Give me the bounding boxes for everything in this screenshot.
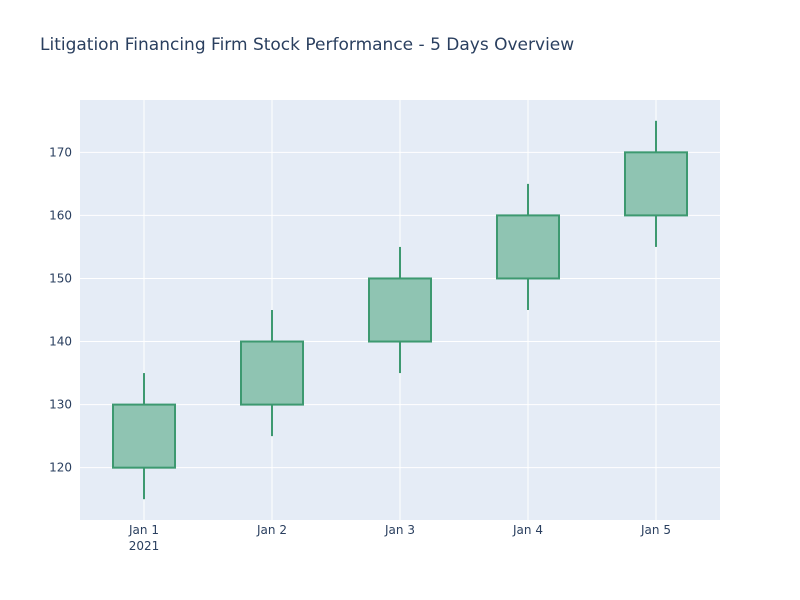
candle-body	[240, 340, 304, 406]
x-tick-label: Jan 1	[128, 523, 159, 537]
y-tick-label: 150	[49, 271, 72, 285]
x-year-label: 2021	[129, 539, 160, 553]
candle-body	[112, 403, 176, 469]
x-tick-label: Jan 4	[512, 523, 543, 537]
x-axis: 2021 Jan 1 Jan 2 Jan 3 Jan 4 Jan 5	[128, 523, 671, 553]
candle	[112, 373, 176, 500]
y-axis: 120 130 140 150 160 170	[49, 145, 72, 474]
x-tick-label: Jan 5	[640, 523, 671, 537]
candle	[496, 183, 560, 310]
candle-body	[624, 151, 688, 217]
y-tick-label: 140	[49, 335, 72, 349]
candle	[368, 246, 432, 374]
candles	[112, 120, 688, 500]
candle	[624, 120, 688, 247]
x-tick-label: Jan 3	[384, 523, 415, 537]
candle-body	[368, 277, 432, 343]
x-tick-label: Jan 2	[256, 523, 287, 537]
y-tick-label: 160	[49, 208, 72, 222]
y-tick-label: 120	[49, 461, 72, 475]
candle-body	[496, 214, 560, 280]
y-tick-label: 170	[49, 145, 72, 159]
candle	[240, 310, 304, 437]
y-tick-label: 130	[49, 398, 72, 412]
chart-title: Litigation Financing Firm Stock Performa…	[40, 35, 574, 55]
